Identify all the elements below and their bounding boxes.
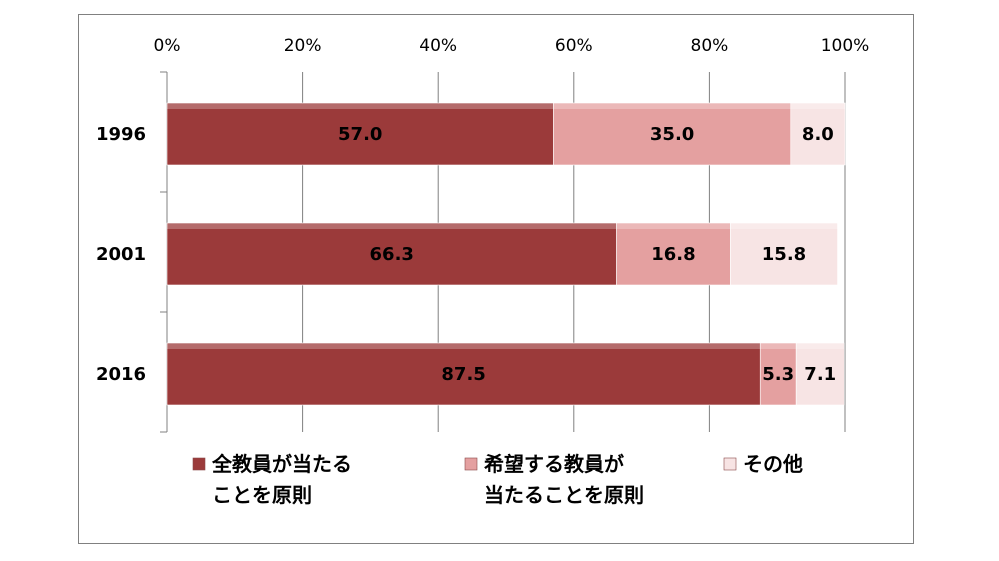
bar-segment bbox=[616, 222, 731, 286]
bar-highlight bbox=[616, 223, 731, 229]
x-tick-label: 0% bbox=[154, 36, 181, 56]
bar-highlight bbox=[167, 343, 761, 349]
x-tick-label: 40% bbox=[419, 36, 457, 56]
legend-swatch bbox=[192, 457, 206, 471]
bar-highlight bbox=[553, 103, 791, 109]
x-tick-label: 80% bbox=[691, 36, 729, 56]
bar-segment bbox=[759, 342, 797, 406]
data-label: 87.5 bbox=[441, 364, 485, 385]
data-label: 7.1 bbox=[804, 364, 836, 385]
x-tick-label: 20% bbox=[284, 36, 322, 56]
data-label: 8.0 bbox=[802, 124, 834, 145]
category-label: 2001 bbox=[96, 244, 146, 265]
bar-segment bbox=[166, 102, 554, 166]
bar-segment bbox=[795, 342, 845, 406]
bar-highlight bbox=[167, 103, 554, 109]
data-label: 16.8 bbox=[651, 244, 695, 265]
legend-label: 当たることを原則 bbox=[484, 483, 644, 507]
x-tick-label: 60% bbox=[555, 36, 593, 56]
legend-label: 全教員が当たる bbox=[211, 452, 352, 476]
x-tick-label: 100% bbox=[821, 36, 870, 56]
bar-highlight bbox=[790, 103, 845, 109]
data-label: 35.0 bbox=[650, 124, 694, 145]
category-label: 1996 bbox=[96, 124, 146, 145]
data-label: 5.3 bbox=[762, 364, 794, 385]
bar-segment bbox=[553, 102, 792, 166]
bar-highlight bbox=[167, 223, 617, 229]
legend-label: ことを原則 bbox=[212, 483, 312, 507]
bar-segment bbox=[166, 222, 617, 286]
category-label: 2016 bbox=[96, 364, 146, 385]
bar-highlight bbox=[796, 343, 845, 349]
legend-swatch bbox=[723, 457, 737, 471]
bar-segment bbox=[730, 222, 838, 286]
legend-label: 希望する教員が bbox=[484, 452, 624, 476]
data-label: 57.0 bbox=[338, 124, 382, 145]
legend-label: その他 bbox=[743, 452, 803, 476]
data-label: 15.8 bbox=[762, 244, 806, 265]
bar-highlight bbox=[730, 223, 838, 229]
data-label: 66.3 bbox=[370, 244, 414, 265]
bar-segment bbox=[790, 102, 846, 166]
bar-highlight bbox=[760, 343, 797, 349]
legend-swatch bbox=[464, 457, 478, 471]
